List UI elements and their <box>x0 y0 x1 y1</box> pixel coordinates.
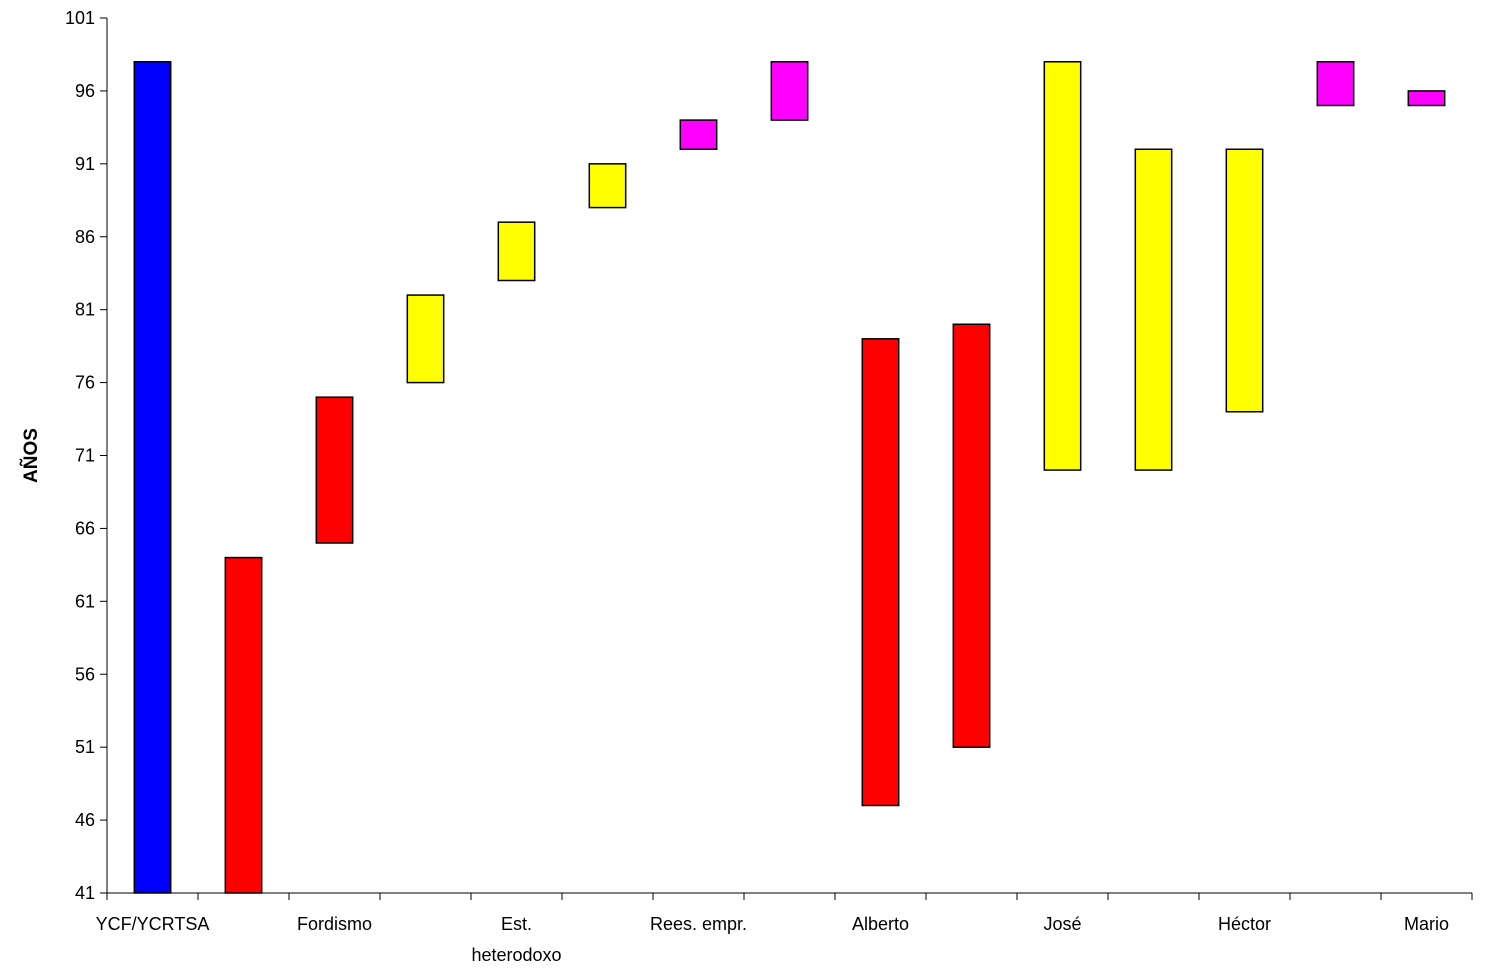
y-tick-label: 51 <box>75 737 95 757</box>
range-bar <box>952 323 991 748</box>
y-tick-label: 46 <box>75 810 95 830</box>
x-category-label: heterodoxo <box>471 945 561 965</box>
x-category-label: Mario <box>1404 914 1449 934</box>
y-tick-label: 76 <box>75 373 95 393</box>
range-bar <box>1407 90 1446 107</box>
range-bar <box>1134 148 1173 471</box>
x-category-label: Héctor <box>1218 914 1271 934</box>
x-category-label: Fordismo <box>297 914 372 934</box>
y-tick-label: 86 <box>75 227 95 247</box>
x-ticks-layer: YCF/YCRTSA Fordismo Est. heterodoxo Rees. em… <box>96 893 1473 965</box>
x-category-label: Alberto <box>852 914 909 934</box>
bars-layer <box>133 61 1446 894</box>
x-category-label: Est. <box>501 914 532 934</box>
range-bar <box>861 338 900 807</box>
range-bar <box>497 221 536 282</box>
y-tick-label: 56 <box>75 664 95 684</box>
x-category-label: Rees. empr. <box>650 914 747 934</box>
range-bar <box>1043 61 1082 471</box>
y-tick-label: 66 <box>75 518 95 538</box>
y-axis-title: AÑOS <box>20 428 42 483</box>
range-bar <box>588 163 627 209</box>
range-bar <box>679 119 718 151</box>
y-tick-label: 61 <box>75 591 95 611</box>
range-bar <box>1316 61 1355 107</box>
y-ticks-layer: 41 46 51 56 61 66 71 76 81 86 91 96 101 <box>65 8 107 903</box>
range-bar <box>133 61 172 894</box>
axes-layer <box>106 18 1472 894</box>
y-tick-label: 96 <box>75 81 95 101</box>
range-bar <box>224 556 263 894</box>
range-bar <box>406 294 445 384</box>
y-tick-label: 81 <box>75 300 95 320</box>
x-category-label: YCF/YCRTSA <box>96 914 210 934</box>
range-bar <box>1225 148 1264 413</box>
y-tick-label: 91 <box>75 154 95 174</box>
x-category-label: José <box>1043 914 1081 934</box>
range-bar <box>315 396 354 544</box>
y-tick-label: 41 <box>75 883 95 903</box>
y-tick-label: 101 <box>65 8 95 28</box>
y-tick-label: 71 <box>75 446 95 466</box>
range-bar <box>770 61 809 121</box>
